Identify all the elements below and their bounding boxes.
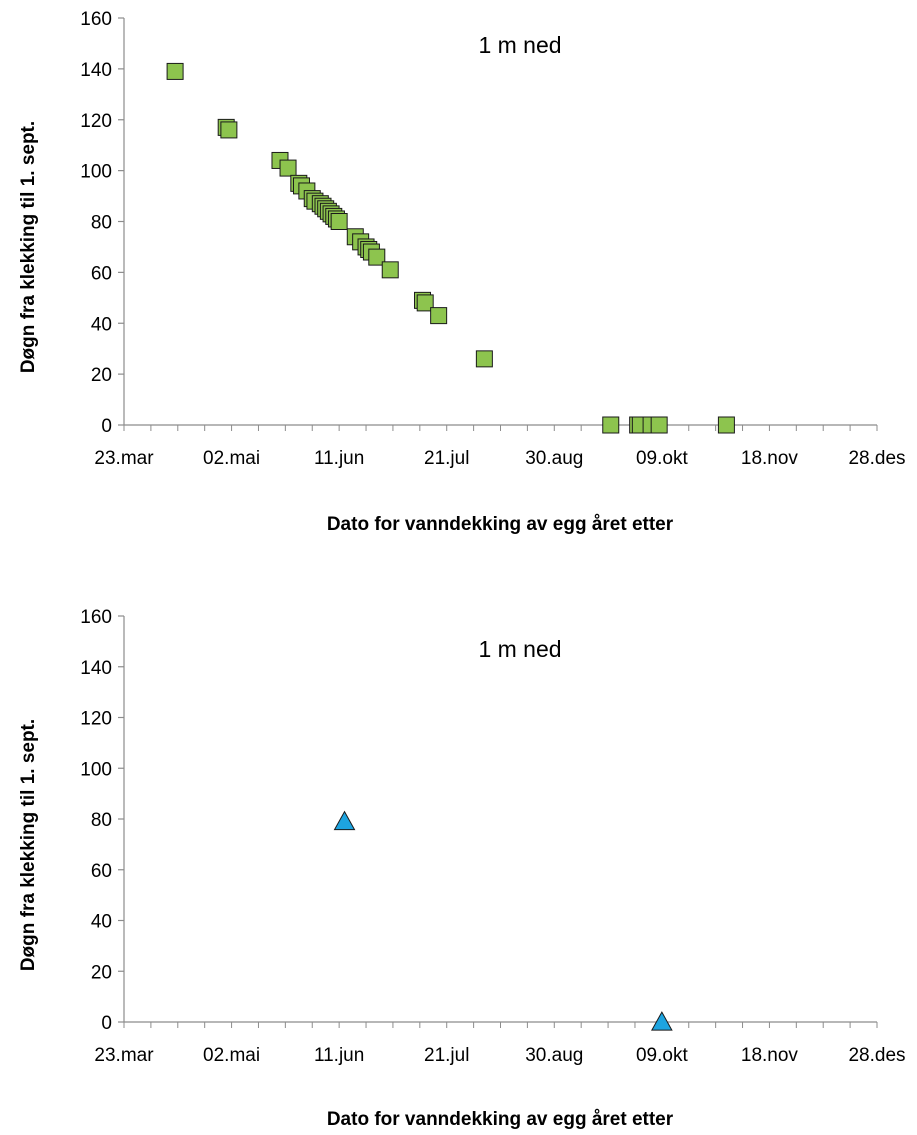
x-tick-label: 21.jul — [424, 1045, 469, 1066]
data-point — [368, 248, 386, 266]
data-point — [381, 261, 399, 279]
y-tick-label: 160 — [80, 9, 112, 30]
axes: 0 20 40 60 80 100 120 140 160 23.mar 02.mai 11.jun 2… — [80, 607, 905, 1066]
y-tick-label: 80 — [91, 810, 112, 831]
y-axis-title: Døgn fra klekking til 1. sept. — [18, 121, 39, 373]
x-tick-label: 18.nov — [741, 1045, 799, 1066]
data-points — [166, 62, 735, 434]
y-tick-label: 60 — [91, 263, 112, 284]
y-tick-label: 80 — [91, 213, 112, 234]
chart-top: 1 m ned Døgn fra klekking til 1. sept. D… — [18, 9, 906, 535]
x-tick-label: 28.des — [848, 448, 905, 469]
x-tick-label: 21.jul — [424, 448, 469, 469]
y-tick-label: 120 — [80, 111, 112, 132]
y-tick-label: 60 — [91, 861, 112, 882]
x-tick-label: 02.mai — [203, 448, 260, 469]
chart-bottom: 1 m ned Døgn fra klekking til 1. sept. D… — [18, 607, 906, 1130]
chart-annotation: 1 m ned — [478, 32, 561, 58]
y-tick-label: 160 — [80, 607, 112, 628]
x-tick-label: 09.okt — [636, 1045, 688, 1066]
x-tick-label: 09.okt — [636, 448, 688, 469]
x-tick-label: 02.mai — [203, 1045, 260, 1066]
data-point — [166, 62, 184, 80]
data-point — [330, 213, 348, 230]
x-tick-label: 11.jun — [314, 1045, 364, 1066]
y-tick-label: 0 — [101, 1013, 112, 1034]
y-tick-label: 100 — [80, 162, 112, 183]
data-point — [279, 159, 297, 177]
y-tick-label: 100 — [80, 759, 112, 780]
y-tick-label: 20 — [91, 962, 112, 983]
data-point — [650, 416, 668, 434]
y-axis-title: Døgn fra klekking til 1. sept. — [18, 719, 39, 971]
y-tick-label: 20 — [91, 365, 112, 386]
y-tick-label: 120 — [80, 709, 112, 730]
x-axis-title: Dato for vanndekking av egg året etter — [327, 514, 674, 535]
x-tick-label: 23.mar — [94, 448, 154, 469]
x-tick-label: 18.nov — [741, 448, 799, 469]
y-tick-label: 140 — [80, 60, 112, 81]
data-point — [333, 810, 356, 831]
x-axis-title: Dato for vanndekking av egg året etter — [327, 1109, 674, 1130]
y-tick-label: 40 — [91, 912, 112, 933]
y-tick-label: 40 — [91, 314, 112, 335]
x-tick-label: 30.aug — [525, 1045, 583, 1066]
data-point — [475, 350, 493, 368]
axes: 0 20 40 60 80 100 120 140 160 23.mar 02.mai 11.jun 2… — [80, 9, 905, 469]
x-tick-label: 30.aug — [525, 448, 583, 469]
x-tick-label: 11.jun — [314, 448, 364, 469]
data-point — [602, 416, 620, 434]
data-point — [430, 307, 448, 325]
x-tick-label: 23.mar — [94, 1045, 154, 1066]
data-point — [220, 121, 238, 139]
x-tick-label: 28.des — [848, 1045, 905, 1066]
y-tick-label: 140 — [80, 658, 112, 679]
chart-annotation: 1 m ned — [478, 636, 561, 662]
y-tick-label: 0 — [101, 416, 112, 437]
data-points — [333, 810, 673, 1031]
data-point — [416, 294, 434, 312]
data-point — [651, 1011, 673, 1031]
data-point — [717, 416, 735, 434]
